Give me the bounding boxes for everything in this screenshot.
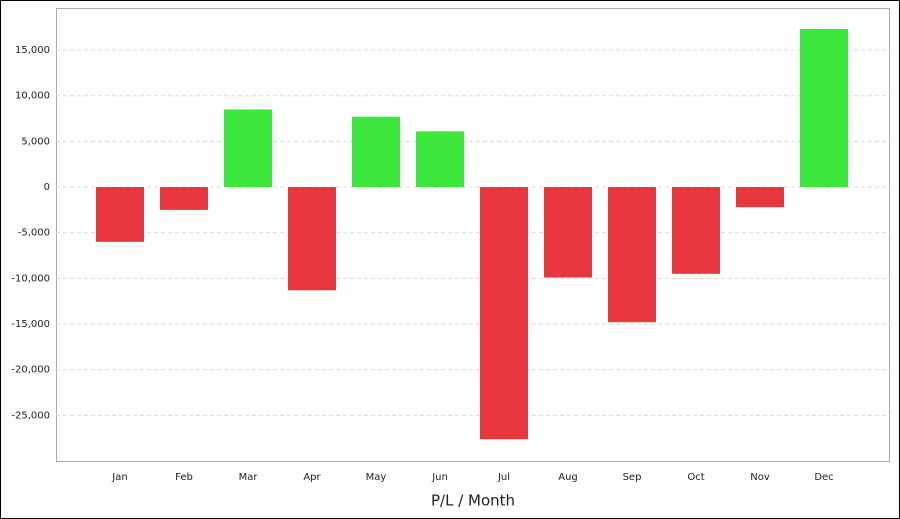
x-tick-label: Jun [431,472,448,483]
bar [416,131,464,188]
bar [288,187,336,291]
x-tick-label: Nov [750,472,770,483]
bar [608,187,656,323]
bar [480,187,528,440]
y-tick-label: -25,000 [11,410,50,421]
x-tick-label: Dec [814,472,833,483]
y-tick-label: -15,000 [11,319,50,330]
x-tick-label: Feb [175,472,193,483]
bar [160,187,208,210]
y-tick-label: 15,000 [15,45,50,56]
x-tick-label: Sep [623,472,642,483]
y-tick-label: -5,000 [18,228,50,239]
x-tick-label: Oct [687,472,704,483]
x-tick-label: Apr [303,472,321,483]
bar [96,187,144,242]
x-tick-label: Jul [497,472,510,483]
bar [352,116,400,188]
bar [736,187,784,208]
y-tick-label: 5,000 [21,136,50,147]
bar [224,109,272,188]
x-tick-label: Mar [239,472,259,483]
bar [800,29,848,188]
x-tick-label: May [366,472,387,483]
y-tick-label: 10,000 [15,91,50,102]
x-tick-label: Jan [111,472,127,483]
y-tick-label: 0 [44,182,50,193]
bar [544,187,592,278]
x-tick-label: Aug [558,472,578,483]
y-tick-label: -20,000 [11,365,50,376]
plot-area [56,8,890,462]
y-tick-label: -10,000 [11,273,50,284]
x-axis-label: P/L / Month [431,492,515,510]
bar [672,187,720,274]
